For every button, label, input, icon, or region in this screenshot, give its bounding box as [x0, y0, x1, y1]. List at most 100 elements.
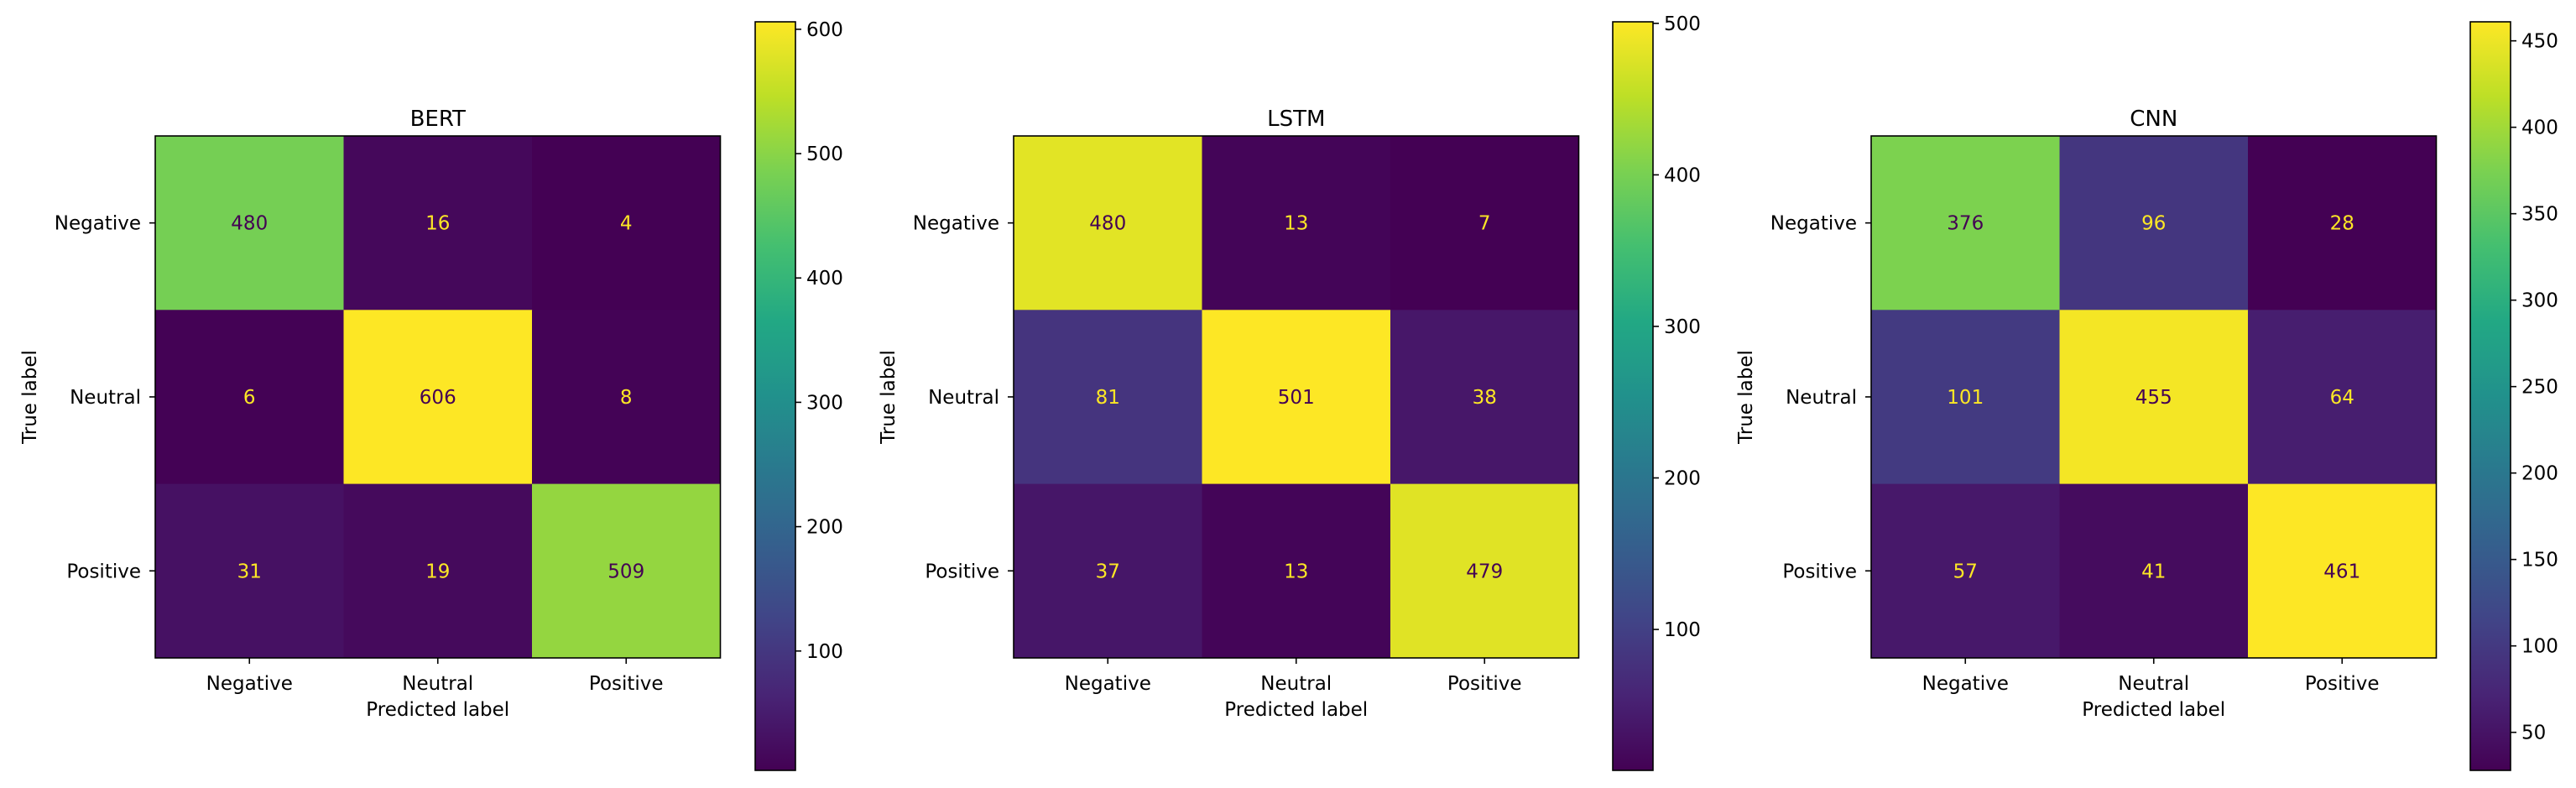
cell-value-2-0: 57 — [1953, 561, 1978, 582]
cell-0-2 — [1390, 136, 1579, 311]
cell-2-1 — [1202, 483, 1391, 659]
y-tick-label: Positive — [1782, 561, 1857, 582]
colorbar-tick-label: 200 — [1664, 468, 1701, 490]
chart-panel-cnn: 376 96 28 101 455 64 57 41 461 CNN Negative Neutral… — [1735, 21, 2558, 771]
cell-value-1-1: 501 — [1278, 387, 1315, 409]
y-axis-label: True label — [19, 350, 41, 445]
chart-panel-bert: 480 16 4 6 606 8 31 19 509 BERT Negative Neutral Pos… — [19, 19, 843, 771]
y-tick-label: Positive — [925, 561, 999, 582]
colorbar-tick-label: 50 — [2521, 723, 2546, 744]
cell-value-1-0: 81 — [1096, 387, 1120, 409]
colorbar-tick-label: 200 — [806, 517, 843, 539]
cell-2-1 — [343, 483, 533, 659]
cell-value-2-0: 37 — [1096, 561, 1120, 582]
y-axis-label: True label — [1735, 350, 1757, 445]
x-tick-label: Neutral — [402, 673, 473, 695]
cell-value-0-1: 16 — [425, 213, 450, 235]
cell-2-2 — [2248, 483, 2437, 659]
cell-0-1 — [2059, 136, 2249, 311]
cell-1-1 — [343, 310, 533, 485]
cell-1-1 — [2059, 310, 2249, 485]
cell-value-1-0: 101 — [1947, 387, 1984, 409]
colorbar-tick-label: 500 — [1664, 13, 1701, 35]
x-tick-label: Positive — [1447, 673, 1522, 695]
colorbar-tick-label: 400 — [806, 268, 843, 290]
colorbar-frame — [754, 21, 796, 771]
cell-1-0 — [155, 310, 344, 485]
cell-2-2 — [532, 483, 721, 659]
cell-value-2-2: 461 — [2323, 561, 2360, 582]
colorbar-tick-label: 100 — [1664, 619, 1701, 641]
cell-2-2 — [1390, 483, 1579, 659]
cell-value-0-1: 96 — [2141, 213, 2166, 235]
colorbar-tick-label: 100 — [806, 641, 843, 663]
cell-value-0-2: 7 — [1478, 213, 1491, 235]
cell-value-1-1: 455 — [2135, 387, 2172, 409]
cell-2-0 — [1871, 483, 2060, 659]
colorbar-tick-label: 300 — [806, 392, 843, 414]
x-tick-label: Neutral — [2118, 673, 2189, 695]
cell-value-2-2: 479 — [1466, 561, 1503, 582]
cell-2-0 — [1014, 483, 1202, 659]
y-tick-label: Negative — [913, 213, 999, 235]
colorbar-frame — [2469, 21, 2511, 771]
cell-value-2-2: 509 — [607, 561, 644, 582]
x-tick-label: Neutral — [1260, 673, 1332, 695]
x-axis-label: Predicted label — [366, 699, 509, 721]
colorbar-tick-label: 500 — [806, 144, 843, 165]
colorbar — [1613, 22, 1653, 770]
x-tick-label: Negative — [206, 673, 293, 695]
chart-title: CNN — [2130, 107, 2177, 132]
cell-value-1-2: 8 — [620, 387, 633, 409]
cell-value-0-0: 480 — [231, 213, 268, 235]
cell-1-1 — [1202, 310, 1391, 485]
cell-value-0-1: 13 — [1284, 213, 1308, 235]
cell-0-2 — [532, 136, 721, 311]
cell-0-1 — [343, 136, 533, 311]
chart-title: LSTM — [1267, 107, 1325, 132]
x-tick-label: Negative — [1065, 673, 1151, 695]
colorbar-tick-label: 450 — [2521, 31, 2558, 53]
y-tick-label: Neutral — [1786, 387, 1857, 409]
x-tick-label: Positive — [2305, 673, 2380, 695]
colorbar-tick-label: 400 — [1664, 164, 1701, 186]
y-tick-label: Neutral — [70, 387, 141, 409]
colorbar-tick-label: 200 — [2521, 463, 2558, 485]
colorbar-tick-label: 250 — [2521, 377, 2558, 399]
y-tick-label: Negative — [55, 213, 141, 235]
y-tick-label: Neutral — [928, 387, 999, 409]
colorbar-tick-label: 350 — [2521, 204, 2558, 226]
cell-1-0 — [1014, 310, 1202, 485]
y-tick-label: Positive — [66, 561, 141, 582]
colorbar-tick-label: 400 — [2521, 117, 2558, 139]
chart-title: BERT — [410, 107, 466, 132]
cell-value-1-0: 6 — [243, 387, 256, 409]
x-axis-label: Predicted label — [2082, 699, 2225, 721]
y-tick-label: Negative — [1770, 213, 1857, 235]
cell-1-0 — [1871, 310, 2060, 485]
y-axis-label: True label — [878, 350, 900, 445]
colorbar — [2470, 22, 2511, 770]
cell-value-0-2: 4 — [620, 213, 633, 235]
cell-value-0-0: 480 — [1089, 213, 1126, 235]
cell-0-0 — [1871, 136, 2060, 311]
chart-panel-lstm: 480 13 7 81 501 38 37 13 479 LSTM Negative Neutral P… — [878, 13, 1701, 771]
cell-2-0 — [155, 483, 344, 659]
cell-value-2-1: 41 — [2141, 561, 2166, 582]
x-axis-label: Predicted label — [1224, 699, 1368, 721]
colorbar-tick-label: 100 — [2521, 636, 2558, 658]
cell-1-2 — [532, 310, 721, 485]
cell-2-1 — [2059, 483, 2249, 659]
cell-value-1-2: 64 — [2330, 387, 2354, 409]
cell-value-0-0: 376 — [1947, 213, 1984, 235]
cell-1-2 — [2248, 310, 2437, 485]
colorbar — [755, 22, 795, 770]
cell-value-2-1: 19 — [425, 561, 450, 582]
cell-value-1-2: 38 — [1473, 387, 1497, 409]
cell-value-2-1: 13 — [1284, 561, 1308, 582]
cell-value-2-0: 31 — [237, 561, 262, 582]
cell-0-1 — [1202, 136, 1391, 311]
cell-value-1-1: 606 — [420, 387, 456, 409]
cell-0-0 — [155, 136, 344, 311]
